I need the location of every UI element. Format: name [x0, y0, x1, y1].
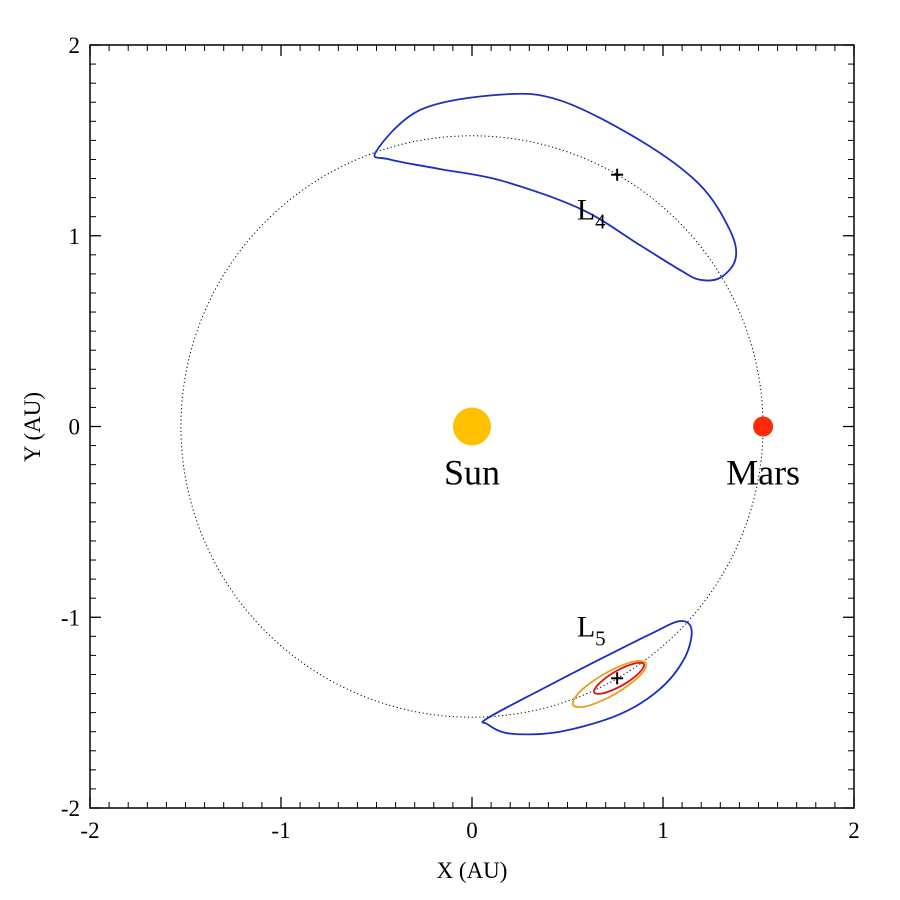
body	[453, 407, 491, 446]
x-tick-label: 0	[466, 818, 478, 843]
body-label: Sun	[444, 453, 500, 493]
y-tick-label: 0	[69, 415, 81, 440]
y-tick-label: 2	[69, 33, 81, 58]
y-tick-label: 1	[69, 224, 81, 249]
contour	[481, 620, 693, 736]
y-tick-label: -1	[61, 605, 80, 630]
lagrange-marker	[611, 672, 624, 685]
x-axis-label: X (AU)	[437, 858, 508, 883]
body	[753, 416, 774, 437]
contour	[593, 661, 646, 695]
body-label: Mars	[726, 453, 800, 493]
lagrange-subscript: 4	[595, 210, 606, 234]
y-tick-label: -2	[61, 796, 80, 821]
x-tick-label: -2	[80, 818, 99, 843]
lagrange-label: L	[577, 194, 595, 227]
lagrange-subscript: 5	[595, 626, 606, 650]
lagrange-label: L	[577, 610, 595, 643]
y-axis-label: Y (AU)	[20, 392, 45, 462]
contour	[571, 660, 648, 708]
x-tick-label: -1	[271, 818, 290, 843]
contour	[373, 92, 738, 282]
lagrange-marker	[611, 168, 624, 181]
x-tick-label: 1	[657, 818, 669, 843]
x-tick-label: 2	[848, 818, 860, 843]
